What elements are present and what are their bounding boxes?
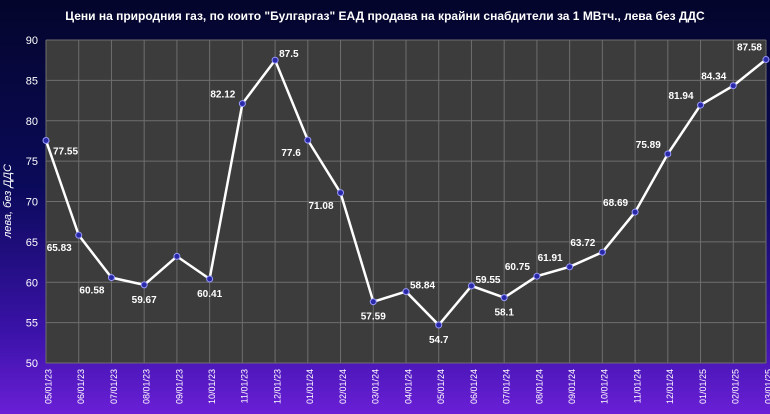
data-label: 59.67 (132, 295, 157, 306)
data-point (402, 288, 410, 296)
x-tick-label: 02/01/25 (731, 369, 741, 404)
data-label: 77.6 (281, 148, 301, 159)
x-tick-label: 11/01/23 (240, 369, 250, 403)
data-label: 54.7 (429, 335, 449, 346)
x-tick-label: 07/01/23 (109, 369, 119, 404)
x-tick-label: 06/01/23 (76, 369, 86, 404)
y-axis-ticks: 50 55 60 65 70 75 80 85 90 (26, 35, 38, 370)
data-point (435, 321, 443, 329)
data-label: 61.91 (538, 253, 563, 264)
y-tick-label: 60 (26, 277, 38, 289)
x-tick-label: 12/01/23 (272, 369, 282, 404)
data-points (42, 56, 770, 329)
data-label: 84.34 (701, 72, 726, 83)
x-tick-label: 03/01/24 (371, 369, 381, 404)
data-point (467, 282, 475, 290)
x-tick-label: 08/01/23 (142, 369, 152, 404)
data-point (697, 101, 705, 109)
data-point (173, 252, 181, 260)
data-label: 65.83 (47, 243, 72, 254)
data-point (238, 100, 246, 108)
y-tick-label: 70 (26, 197, 38, 209)
data-point (206, 275, 214, 283)
data-point (271, 56, 279, 64)
x-tick-label: 09/01/23 (174, 369, 184, 404)
data-point (369, 298, 377, 306)
data-label: 60.58 (79, 286, 104, 297)
data-label: 87.5 (279, 49, 299, 60)
x-tick-label: 06/01/24 (469, 369, 479, 404)
data-label: 60.41 (197, 289, 222, 300)
x-tick-label: 02/01/24 (338, 369, 348, 404)
y-tick-label: 65 (26, 237, 38, 249)
x-tick-label: 10/01/24 (600, 369, 610, 404)
x-tick-label: 11/01/24 (632, 369, 642, 403)
data-point (500, 294, 508, 302)
y-tick-label: 80 (26, 116, 38, 128)
data-point (566, 263, 574, 271)
data-label: 75.89 (636, 140, 661, 151)
grid-lines (45, 39, 767, 364)
data-label: 82.12 (210, 90, 235, 101)
data-point (42, 137, 50, 145)
y-axis-label: лева, без ДДС (2, 164, 14, 239)
data-point (140, 281, 148, 289)
data-label: 59.55 (475, 275, 500, 286)
x-tick-label: 10/01/23 (207, 369, 217, 404)
data-labels: 77.55 65.83 60.58 59.67 60.41 82.12 87.5 77.6 71… (47, 43, 763, 347)
x-tick-label: 01/01/25 (698, 369, 708, 404)
y-tick-label: 75 (26, 156, 38, 168)
data-point (729, 82, 737, 90)
y-tick-label: 90 (26, 35, 38, 47)
y-tick-label: 55 (26, 318, 38, 330)
x-tick-label: 01/01/24 (305, 369, 315, 404)
x-tick-label: 05/01/24 (436, 369, 446, 404)
data-label: 68.69 (603, 198, 628, 209)
data-point (107, 274, 115, 282)
data-point (304, 136, 312, 144)
x-tick-label: 08/01/24 (534, 369, 544, 404)
x-tick-label: 09/01/24 (567, 369, 577, 404)
x-tick-label: 12/01/24 (665, 369, 675, 404)
y-tick-label: 50 (26, 358, 38, 370)
y-tick-label: 85 (26, 75, 38, 87)
x-tick-label: 07/01/24 (502, 369, 512, 404)
data-label: 57.59 (361, 312, 386, 323)
data-label: 58.1 (494, 308, 514, 319)
data-label: 63.72 (570, 238, 595, 249)
data-label: 58.84 (410, 281, 435, 292)
data-label: 77.55 (53, 147, 78, 158)
data-label: 60.75 (505, 262, 530, 273)
data-point (533, 272, 541, 280)
data-point (337, 189, 345, 197)
x-axis-ticks: 05/01/23 06/01/23 07/01/23 08/01/23 09/01/23… (43, 369, 770, 404)
x-tick-label: 04/01/24 (403, 369, 413, 404)
data-point (762, 56, 770, 64)
data-point (598, 248, 606, 256)
data-label: 87.58 (737, 43, 762, 54)
data-label: 71.08 (309, 201, 334, 212)
data-point (631, 208, 639, 216)
data-point (664, 150, 672, 158)
x-tick-label: 05/01/23 (43, 369, 53, 404)
x-tick-label: 03/01/25 (763, 369, 770, 404)
chart-title: Цени на природния газ, по които "Булгарг… (65, 9, 705, 23)
data-label: 81.94 (669, 91, 694, 102)
data-point (75, 231, 83, 239)
